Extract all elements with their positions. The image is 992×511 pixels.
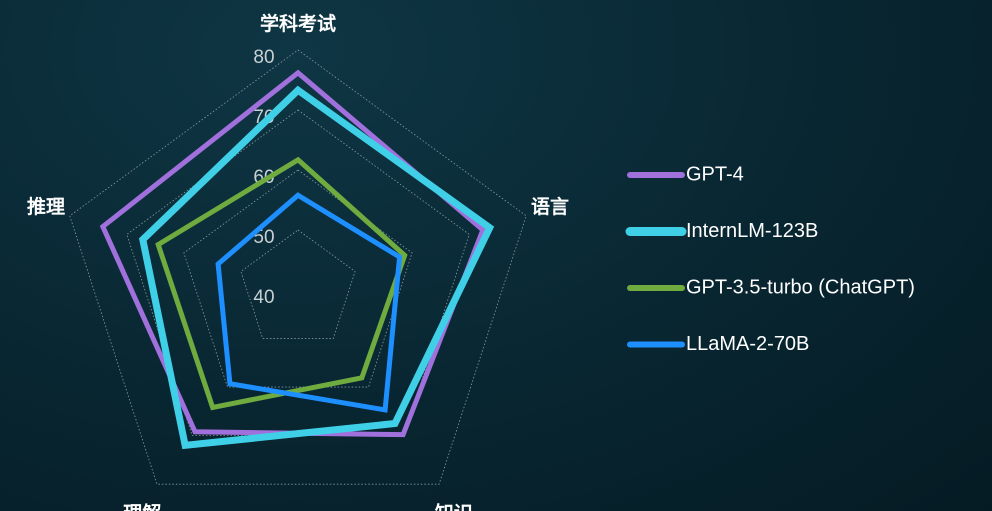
- axis-label: 语言: [531, 195, 569, 218]
- y-tick-label: 80: [253, 47, 274, 68]
- grid-line: [69, 49, 527, 485]
- legend-label: GPT-4: [686, 163, 744, 185]
- series-line: [155, 156, 408, 411]
- legend-label: LLaMA-2-70B: [686, 333, 809, 355]
- y-tick-label: 70: [253, 107, 274, 128]
- y-tick-label: 40: [253, 287, 274, 308]
- axis-label: 理解: [123, 501, 161, 511]
- axis-label: 推理: [27, 195, 65, 218]
- series-line: [138, 85, 495, 450]
- legend-label: InternLM-123B: [686, 220, 818, 242]
- axis-label: 学科考试: [260, 12, 336, 35]
- grid-line: [240, 229, 356, 339]
- legend-label: GPT-3.5-turbo (ChatGPT): [686, 276, 915, 298]
- axis-label: 知识: [435, 501, 473, 511]
- series-line: [215, 192, 403, 413]
